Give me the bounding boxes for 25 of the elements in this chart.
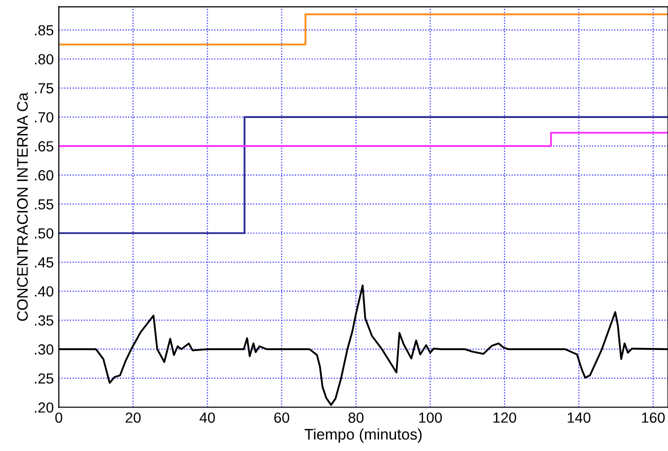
x-axis-title: Tiempo (minutos) [304,428,422,443]
y-tick-label: .65 [34,141,54,152]
y-tick-label: .30 [34,344,54,355]
x-tick-label: 20 [126,412,141,423]
y-tick-label: .70 [34,112,54,122]
x-tick-label: 0 [55,412,62,423]
y-tick-label: .80 [34,54,54,64]
y-tick-label: .40 [34,286,54,297]
y-axis-title: CONCENTRACION INTERNA Ca [17,92,28,321]
x-tick-label: 140 [568,412,590,423]
y-tick-label: .25 [34,373,54,384]
x-tick-label: 80 [348,412,364,423]
y-tick-label: .45 [34,257,54,268]
x-tick-label: 160 [642,412,665,423]
y-tick-label: .85 [34,25,54,36]
y-tick-label: .75 [34,83,54,94]
y-tick-label: .60 [34,170,54,181]
y-tick-label: .55 [34,199,54,210]
x-tick-label: 100 [419,412,442,423]
y-tick-label: .50 [34,228,54,239]
x-tick-label: 120 [494,412,516,423]
y-tick-label: .20 [34,402,54,413]
x-tick-label: 60 [274,412,290,423]
x-tick-label: 40 [200,412,215,423]
y-tick-label: .35 [34,315,54,326]
